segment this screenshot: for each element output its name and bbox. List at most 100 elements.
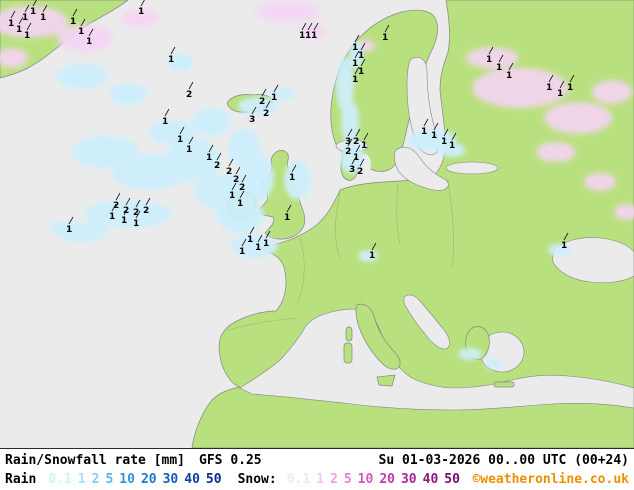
land-crete bbox=[493, 381, 515, 388]
station-value: 1 bbox=[284, 213, 290, 223]
station-value: 2 bbox=[357, 167, 363, 177]
station-barb bbox=[145, 197, 151, 206]
station-value: 2 bbox=[186, 90, 192, 100]
station-barb bbox=[68, 216, 74, 225]
scale-value: 20 bbox=[140, 472, 157, 487]
rain-areas-layer bbox=[49, 41, 572, 369]
station-value: 1 bbox=[206, 153, 212, 163]
station-barb bbox=[115, 192, 121, 201]
station-barb bbox=[363, 132, 369, 141]
station-barb bbox=[188, 81, 194, 90]
station-barb bbox=[286, 204, 292, 213]
station-value: 1 bbox=[168, 55, 174, 65]
station-barb bbox=[26, 22, 32, 31]
station-value: 1 bbox=[255, 243, 261, 253]
station-barb bbox=[24, 4, 30, 13]
station-barb bbox=[249, 226, 255, 235]
station-value: 2 bbox=[353, 137, 359, 147]
station-barb bbox=[351, 156, 357, 165]
station-barb bbox=[135, 199, 141, 208]
station-value: 1 bbox=[546, 83, 552, 93]
station-value: 1 bbox=[311, 31, 317, 41]
station-barb bbox=[354, 50, 360, 59]
station-barb bbox=[347, 128, 353, 137]
station-barb bbox=[216, 152, 222, 161]
station-value: 1 bbox=[352, 75, 358, 85]
station-value: 1 bbox=[358, 67, 364, 77]
station-value: 1 bbox=[138, 7, 144, 17]
station-value: 1 bbox=[353, 153, 359, 163]
station-barb bbox=[451, 132, 457, 141]
station-value: 2 bbox=[263, 109, 269, 119]
snow-areas-layer bbox=[0, 2, 634, 220]
station-barb bbox=[354, 34, 360, 43]
station-value: 1 bbox=[496, 63, 502, 73]
sea-adriatic bbox=[403, 294, 450, 350]
station-value: 2 bbox=[226, 167, 232, 177]
station-value: 1 bbox=[24, 31, 30, 41]
station-barb bbox=[307, 22, 313, 31]
station-barb bbox=[371, 242, 377, 251]
scale-value: 40 bbox=[184, 472, 200, 487]
station-value: 2 bbox=[214, 161, 220, 171]
station-value: 1 bbox=[16, 25, 22, 35]
station-value: 2 bbox=[143, 206, 149, 216]
land-italy bbox=[355, 303, 401, 370]
land-corsica bbox=[345, 326, 353, 342]
station-barb bbox=[251, 106, 257, 115]
station-value: 1 bbox=[369, 251, 375, 261]
station-value: 1 bbox=[449, 141, 455, 151]
station-barb bbox=[239, 190, 245, 199]
station-value: 1 bbox=[133, 219, 139, 229]
station-barb bbox=[265, 230, 271, 239]
station-barb bbox=[265, 100, 271, 109]
station-value: 2 bbox=[259, 97, 265, 107]
station-barb bbox=[359, 158, 365, 167]
station-value: 1 bbox=[86, 37, 92, 47]
station-barb bbox=[498, 54, 504, 63]
scale-value: 10 bbox=[119, 472, 135, 487]
model-name: GFS 0.25 bbox=[199, 453, 262, 468]
station-barb bbox=[508, 62, 514, 71]
sea-black-sea bbox=[552, 237, 634, 284]
station-value: 1 bbox=[78, 27, 84, 37]
scale-value: 0.1 bbox=[48, 472, 72, 487]
station-value: 1 bbox=[237, 199, 243, 209]
station-value: 3 bbox=[349, 165, 355, 175]
station-value: 3 bbox=[249, 115, 255, 125]
station-value: 1 bbox=[186, 145, 192, 155]
station-barb bbox=[125, 197, 131, 206]
station-value: 1 bbox=[557, 89, 563, 99]
station-barb bbox=[72, 8, 78, 17]
station-value: 2 bbox=[113, 201, 119, 211]
station-barb bbox=[354, 66, 360, 75]
station-barb bbox=[488, 46, 494, 55]
scale-value: 20 bbox=[379, 472, 395, 487]
station-barb bbox=[423, 118, 429, 127]
station-barb bbox=[123, 207, 129, 216]
station-barb bbox=[18, 16, 24, 25]
scale-value: 1 bbox=[77, 472, 86, 487]
rain-label: Rain bbox=[5, 472, 37, 487]
station-barb bbox=[569, 74, 575, 83]
station-value: 2 bbox=[345, 147, 351, 157]
station-value: 1 bbox=[247, 235, 253, 245]
station-value: 2 bbox=[133, 208, 139, 218]
station-value: 1 bbox=[22, 13, 28, 23]
station-barb bbox=[261, 88, 267, 97]
station-barb bbox=[170, 46, 176, 55]
scale-value: 30 bbox=[162, 472, 179, 487]
station-value: 1 bbox=[66, 225, 72, 235]
snow-scale: 0.1 1 2 5 10 20 30 40 50 bbox=[287, 470, 466, 489]
scale-value: 40 bbox=[422, 472, 439, 487]
station-barb bbox=[80, 18, 86, 27]
sea-baltic bbox=[393, 146, 449, 191]
station-value: 1 bbox=[299, 31, 305, 41]
station-barb bbox=[559, 80, 565, 89]
sea-gulf-of-finland bbox=[445, 161, 499, 175]
borders-layer bbox=[226, 179, 454, 331]
station-value: 1 bbox=[352, 43, 358, 53]
station-value: 1 bbox=[8, 19, 14, 29]
